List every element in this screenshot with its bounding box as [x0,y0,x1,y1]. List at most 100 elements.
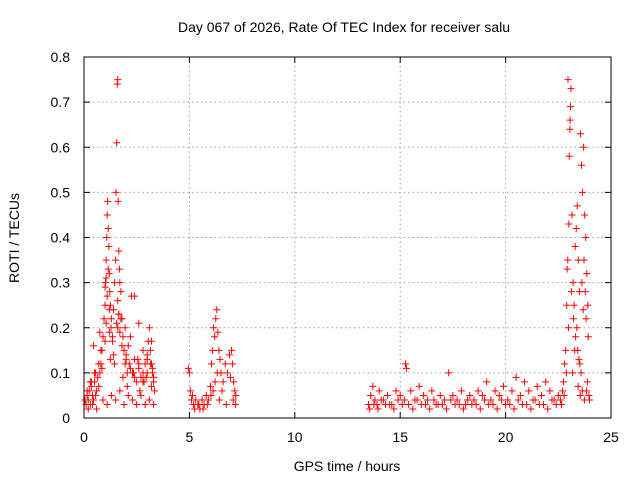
data-point [149,364,157,372]
data-point [544,405,552,413]
grid-lines [84,57,611,418]
data-point [126,333,134,341]
data-point [206,382,214,390]
x-tick-label: 25 [603,429,619,445]
data-point [567,85,575,93]
data-point [83,387,91,395]
data-point [131,373,139,381]
data-point [398,400,406,408]
data-point [512,373,520,381]
data-point [569,315,577,323]
data-point [106,355,114,363]
data-point [232,391,240,399]
data-point [481,396,489,404]
data-point [104,197,112,205]
data-point [571,346,579,354]
data-point [566,116,574,124]
data-point [92,391,100,399]
data-point [580,256,588,264]
data-point [97,346,105,354]
data-point [89,342,97,350]
data-point [140,378,148,386]
data-point [105,243,113,251]
data-point [560,391,568,399]
data-point [572,333,580,341]
data-point [110,351,118,359]
data-point [225,351,233,359]
x-tick-label: 20 [498,429,514,445]
data-point [228,346,236,354]
data-point [489,400,497,408]
data-point [124,391,132,399]
data-point [576,130,584,138]
data-point [583,378,591,386]
data-point [510,405,518,413]
data-point [103,211,111,219]
data-point [125,360,133,368]
data-point [377,396,385,404]
data-point [117,315,125,323]
data-point [213,369,221,377]
data-point [211,378,219,386]
data-point [443,405,451,413]
data-point [102,256,110,264]
data-point [203,400,211,408]
y-tick-label: 0.5 [51,184,71,200]
data-point [462,400,470,408]
data-point [440,396,448,404]
data-point [133,378,141,386]
data-point [115,265,123,273]
data-point [209,387,217,395]
data-point [540,400,548,408]
data-point [409,405,417,413]
data-point [99,396,107,404]
data-point [401,360,409,368]
data-point [184,364,192,372]
data-point [115,247,123,255]
data-point [564,256,572,264]
data-point [548,396,556,404]
data-point [106,301,114,309]
y-tick-label: 0 [62,410,70,426]
data-point [533,382,541,390]
data-point [568,211,576,219]
data-point [143,355,151,363]
data-point [146,346,154,354]
data-point [199,405,207,413]
data-point [128,396,136,404]
data-point [135,319,143,327]
data-point [508,387,516,395]
data-point [227,373,235,381]
data-point [565,220,573,228]
data-point [121,324,129,332]
data-point [566,125,574,133]
data-point [207,391,215,399]
y-tick-label: 0.3 [51,275,71,291]
data-point [449,391,457,399]
data-point [117,288,125,296]
data-point [95,360,103,368]
data-point [135,360,143,368]
data-point [403,364,411,372]
data-point [573,202,581,210]
data-point [94,373,102,381]
data-point [131,292,139,300]
data-point [122,355,130,363]
data-point [137,391,145,399]
y-tick-label: 0.4 [51,230,71,246]
data-point [438,400,446,408]
data-point [582,315,590,323]
data-point [578,279,586,287]
data-point [103,234,111,241]
data-point [569,279,577,287]
data-point [195,400,203,408]
data-point [493,405,501,413]
data-point [100,315,108,323]
data-point [104,265,112,273]
data-point [370,400,378,408]
data-point [514,396,522,404]
data-point [87,378,95,386]
data-point [114,197,122,205]
data-point [562,346,570,354]
